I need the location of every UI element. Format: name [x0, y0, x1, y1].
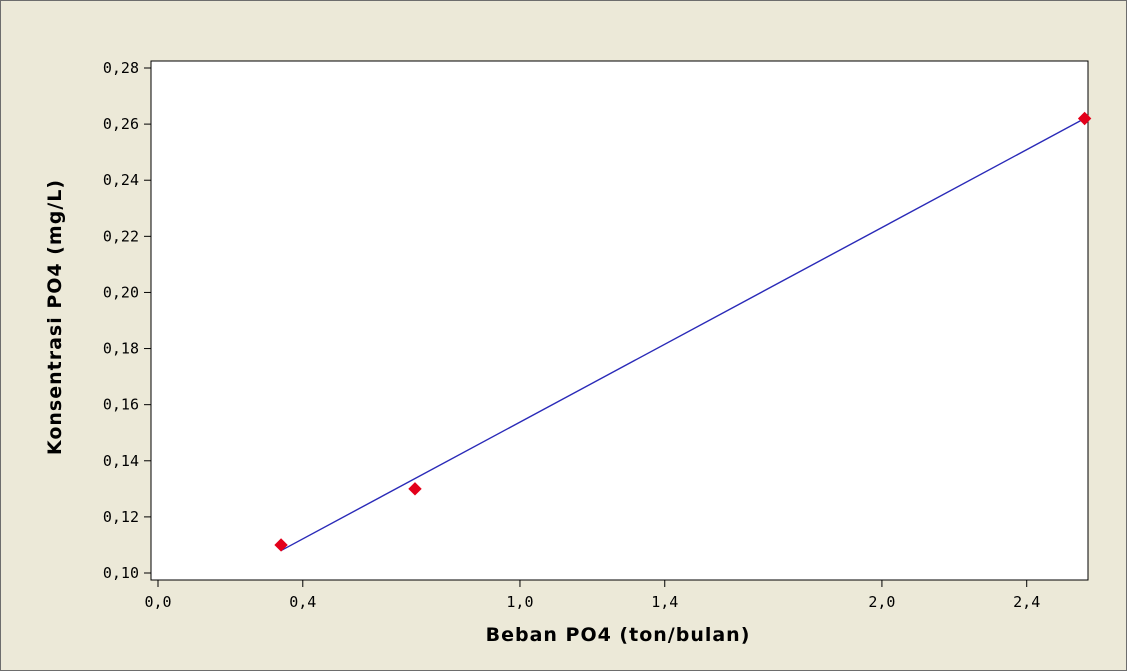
data-point — [408, 482, 422, 496]
data-point — [1077, 111, 1092, 126]
y-tick-label: 0,22 — [103, 227, 139, 245]
y-tick-label: 0,18 — [103, 340, 139, 358]
y-tick-label: 0,14 — [103, 452, 139, 470]
y-tick-label: 0,16 — [103, 396, 139, 414]
series-layer — [274, 111, 1092, 552]
x-tick-label: 2,0 — [868, 593, 895, 611]
x-tick-label: 1,4 — [651, 593, 678, 611]
y-axis: 0,10 0,12 0,14 0,16 0,18 0,20 0,22 0,24 0,26 0,28 — [103, 59, 151, 582]
y-axis-title: Konsentrasi PO4 (mg/L) — [44, 179, 66, 455]
x-tick-label: 0,4 — [289, 593, 316, 611]
x-tick-label: 0,0 — [144, 593, 171, 611]
y-tick-label: 0,24 — [103, 171, 139, 189]
y-tick-label: 0,20 — [103, 283, 139, 301]
fit-line — [280, 117, 1085, 552]
x-tick-label: 2,4 — [1013, 593, 1040, 611]
x-axis-title: Beban PO4 (ton/bulan) — [486, 624, 751, 646]
y-tick-label: 0,12 — [103, 508, 139, 526]
y-tick-label: 0,10 — [103, 564, 139, 582]
plot-area — [150, 60, 1089, 581]
x-tick-label: 1,0 — [506, 593, 533, 611]
data-point — [274, 538, 288, 552]
y-tick-label: 0,26 — [103, 115, 139, 133]
x-axis: 0,0 0,4 1,0 1,4 2,0 2,4 — [144, 580, 1040, 611]
y-tick-label: 0,28 — [103, 59, 139, 77]
